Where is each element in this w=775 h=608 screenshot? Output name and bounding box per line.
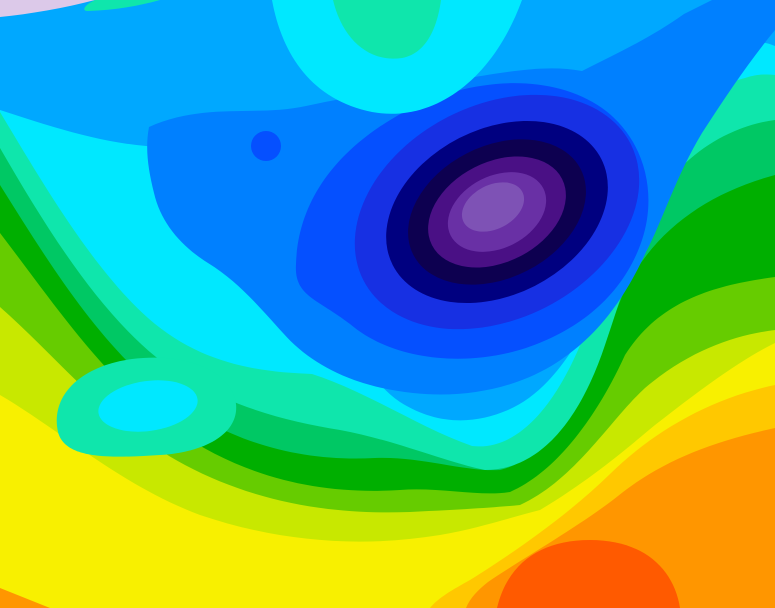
ring-purple-light-core [461, 182, 525, 232]
pocket-mint-top [333, 0, 441, 59]
sliver-lilac-corner [0, 0, 95, 17]
sliver-orange-bottom-left [0, 588, 50, 608]
pocket-cyan-left [98, 380, 198, 432]
blue-vivid-dot [251, 131, 281, 161]
sliver-mint-top-edge [84, 0, 160, 11]
blob-orange-red [497, 540, 680, 608]
